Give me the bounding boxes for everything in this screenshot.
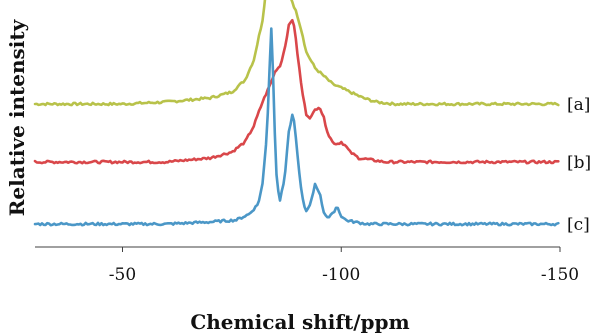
spectra-traces bbox=[33, 0, 560, 227]
x-tick-label: -150 bbox=[541, 265, 579, 285]
spectrum-trace-3 bbox=[33, 27, 560, 227]
trace-label-3: [c] bbox=[567, 215, 590, 235]
x-tick-label: -50 bbox=[109, 265, 136, 285]
spectrum-trace-2 bbox=[33, 18, 560, 165]
trace-labels: [a] [b] [c] bbox=[567, 95, 591, 235]
spectrum-trace-1 bbox=[33, 0, 560, 107]
x-tick-label: -100 bbox=[322, 265, 360, 285]
y-axis-title: Relative intensity bbox=[5, 18, 29, 216]
x-axis-title: Chemical shift/ppm bbox=[190, 310, 409, 334]
trace-label-1: [a] bbox=[567, 95, 590, 115]
x-axis-ticks: -50 -100 -150 bbox=[109, 247, 579, 285]
trace-label-2: [b] bbox=[567, 153, 591, 173]
